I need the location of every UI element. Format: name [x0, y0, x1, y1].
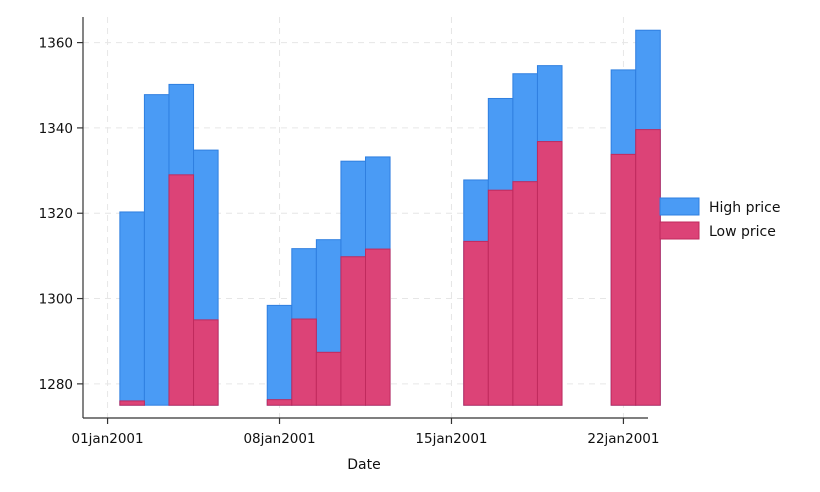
- x-tick-label: 08jan2001: [243, 431, 315, 447]
- bar-low-price: [193, 319, 219, 406]
- bar-low-price: [635, 129, 661, 406]
- x-tick-label: 15jan2001: [415, 431, 487, 447]
- x-tick-label: 01jan2001: [72, 431, 144, 447]
- y-tick-label: 1320: [39, 206, 73, 222]
- bar-low-price: [315, 351, 342, 406]
- x-tick-label: 22jan2001: [587, 431, 659, 447]
- bar-low-price: [119, 400, 145, 406]
- bar-low-price: [291, 318, 317, 406]
- bar-high-price: [266, 304, 293, 406]
- bar-low-price: [536, 141, 563, 406]
- legend-label: Low price: [709, 224, 776, 240]
- bar-low-price: [365, 248, 391, 406]
- legend: High price Low price: [659, 197, 780, 240]
- bar-low-price: [610, 153, 637, 406]
- y-tick-label: 1360: [39, 36, 73, 52]
- axes: 1280 1300 1320 1340 1360 01jan2001 08jan2001 15…: [39, 17, 659, 447]
- bars: [119, 29, 661, 406]
- bar-high-price: [119, 211, 145, 406]
- x-axis-title: Date: [347, 457, 380, 473]
- legend-swatch: [659, 197, 700, 216]
- bar-low-price: [463, 240, 489, 406]
- bar-low-price: [266, 399, 293, 406]
- legend-swatch: [659, 221, 700, 240]
- y-tick-label: 1300: [39, 292, 73, 308]
- legend-label: High price: [709, 200, 780, 216]
- bar-low-price: [168, 174, 195, 406]
- bar-low-price: [512, 181, 538, 406]
- y-tick-label: 1340: [39, 121, 73, 137]
- bar-high-price: [143, 94, 170, 406]
- bar-low-price: [487, 189, 514, 406]
- bar-low-price: [340, 256, 367, 406]
- y-tick-label: 1280: [39, 377, 73, 393]
